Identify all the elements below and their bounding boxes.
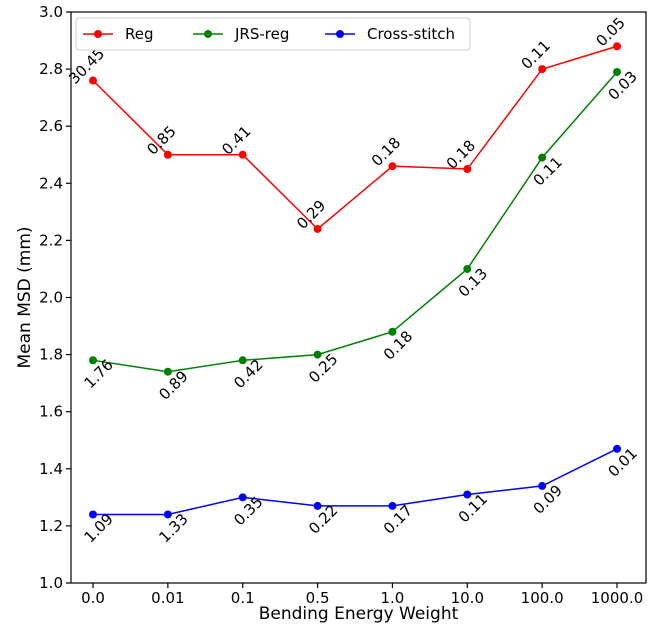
- data-point-reg: [163, 150, 172, 159]
- y-tick-label: 2.4: [39, 174, 63, 192]
- y-axis-title: Mean MSD (mm): [15, 226, 35, 368]
- legend-box: [75, 17, 471, 51]
- y-tick-label: 3.0: [39, 3, 63, 21]
- data-point-cross-stitch: [538, 481, 547, 490]
- x-tick-label: 0.1: [231, 589, 255, 607]
- data-point-cross-stitch: [613, 444, 622, 453]
- x-tick-label: 100.0: [521, 589, 564, 607]
- data-point-reg: [463, 165, 472, 174]
- data-point-reg: [89, 76, 97, 85]
- data-point-jrs-reg: [388, 327, 397, 336]
- plot-frame: [70, 11, 647, 584]
- data-point-cross-stitch: [163, 510, 172, 519]
- x-tick-label: 0.01: [151, 589, 184, 607]
- data-point-reg: [313, 224, 322, 233]
- legend-marker-cross-stitch: [336, 30, 344, 38]
- data-point-jrs-reg: [89, 356, 97, 365]
- data-point-jrs-reg: [463, 264, 472, 273]
- y-tick-label: 2.0: [39, 289, 63, 307]
- legend-label-jrs-reg: JRS-reg: [234, 25, 289, 43]
- series-line-jrs-reg: [92, 71, 618, 373]
- data-point-jrs-reg: [163, 367, 172, 376]
- x-tick-label: 0.5: [306, 589, 330, 607]
- y-tick-label: 2.2: [39, 231, 63, 249]
- legend-label-cross-stitch: Cross-stitch: [367, 25, 455, 43]
- y-tick-label: 1.0: [39, 574, 63, 592]
- legend-marker-reg: [94, 30, 102, 38]
- y-axis: 1.0 1.2 1.4 1.6 1.8 2.0 2.2 2.4 2.6 2.8 3.0: [39, 3, 71, 592]
- y-tick-label: 2.6: [39, 117, 63, 135]
- data-point-reg: [613, 42, 622, 51]
- y-tick-label: 1.8: [39, 346, 63, 364]
- data-point-jrs-reg: [613, 67, 622, 76]
- data-point-reg: [388, 162, 397, 171]
- x-axis-title: Bending Energy Weight: [259, 604, 459, 624]
- legend-label-reg: Reg: [125, 25, 154, 43]
- y-tick-label: 2.8: [39, 60, 63, 78]
- y-tick-label: 1.4: [39, 460, 63, 478]
- data-point-cross-stitch: [238, 493, 247, 502]
- x-tick-label: 0.0: [81, 589, 105, 607]
- series-line-reg: [92, 45, 618, 230]
- y-tick-label: 1.6: [39, 403, 63, 421]
- x-axis: 0.0 0.01 0.1 0.5 1.0 10.0 100.0 1000.0: [81, 583, 643, 607]
- data-point-reg: [238, 150, 247, 159]
- data-point-cross-stitch: [388, 501, 397, 510]
- legend: Reg JRS-reg Cross-stitch: [75, 17, 471, 51]
- data-point-cross-stitch: [89, 510, 97, 519]
- y-tick-label: 1.2: [39, 517, 63, 535]
- x-tick-label: 10.0: [451, 589, 484, 607]
- data-point-jrs-reg: [538, 153, 547, 162]
- data-point-jrs-reg: [238, 356, 247, 365]
- data-point-reg: [538, 65, 547, 74]
- x-tick-label: 1.0: [381, 589, 405, 607]
- x-tick-label: 1000.0: [591, 589, 644, 607]
- series-line-cross-stitch: [93, 448, 618, 516]
- data-point-jrs-reg: [313, 350, 322, 359]
- data-point-cross-stitch: [463, 490, 472, 499]
- legend-marker-jrs-reg: [204, 30, 212, 38]
- data-point-cross-stitch: [313, 501, 322, 510]
